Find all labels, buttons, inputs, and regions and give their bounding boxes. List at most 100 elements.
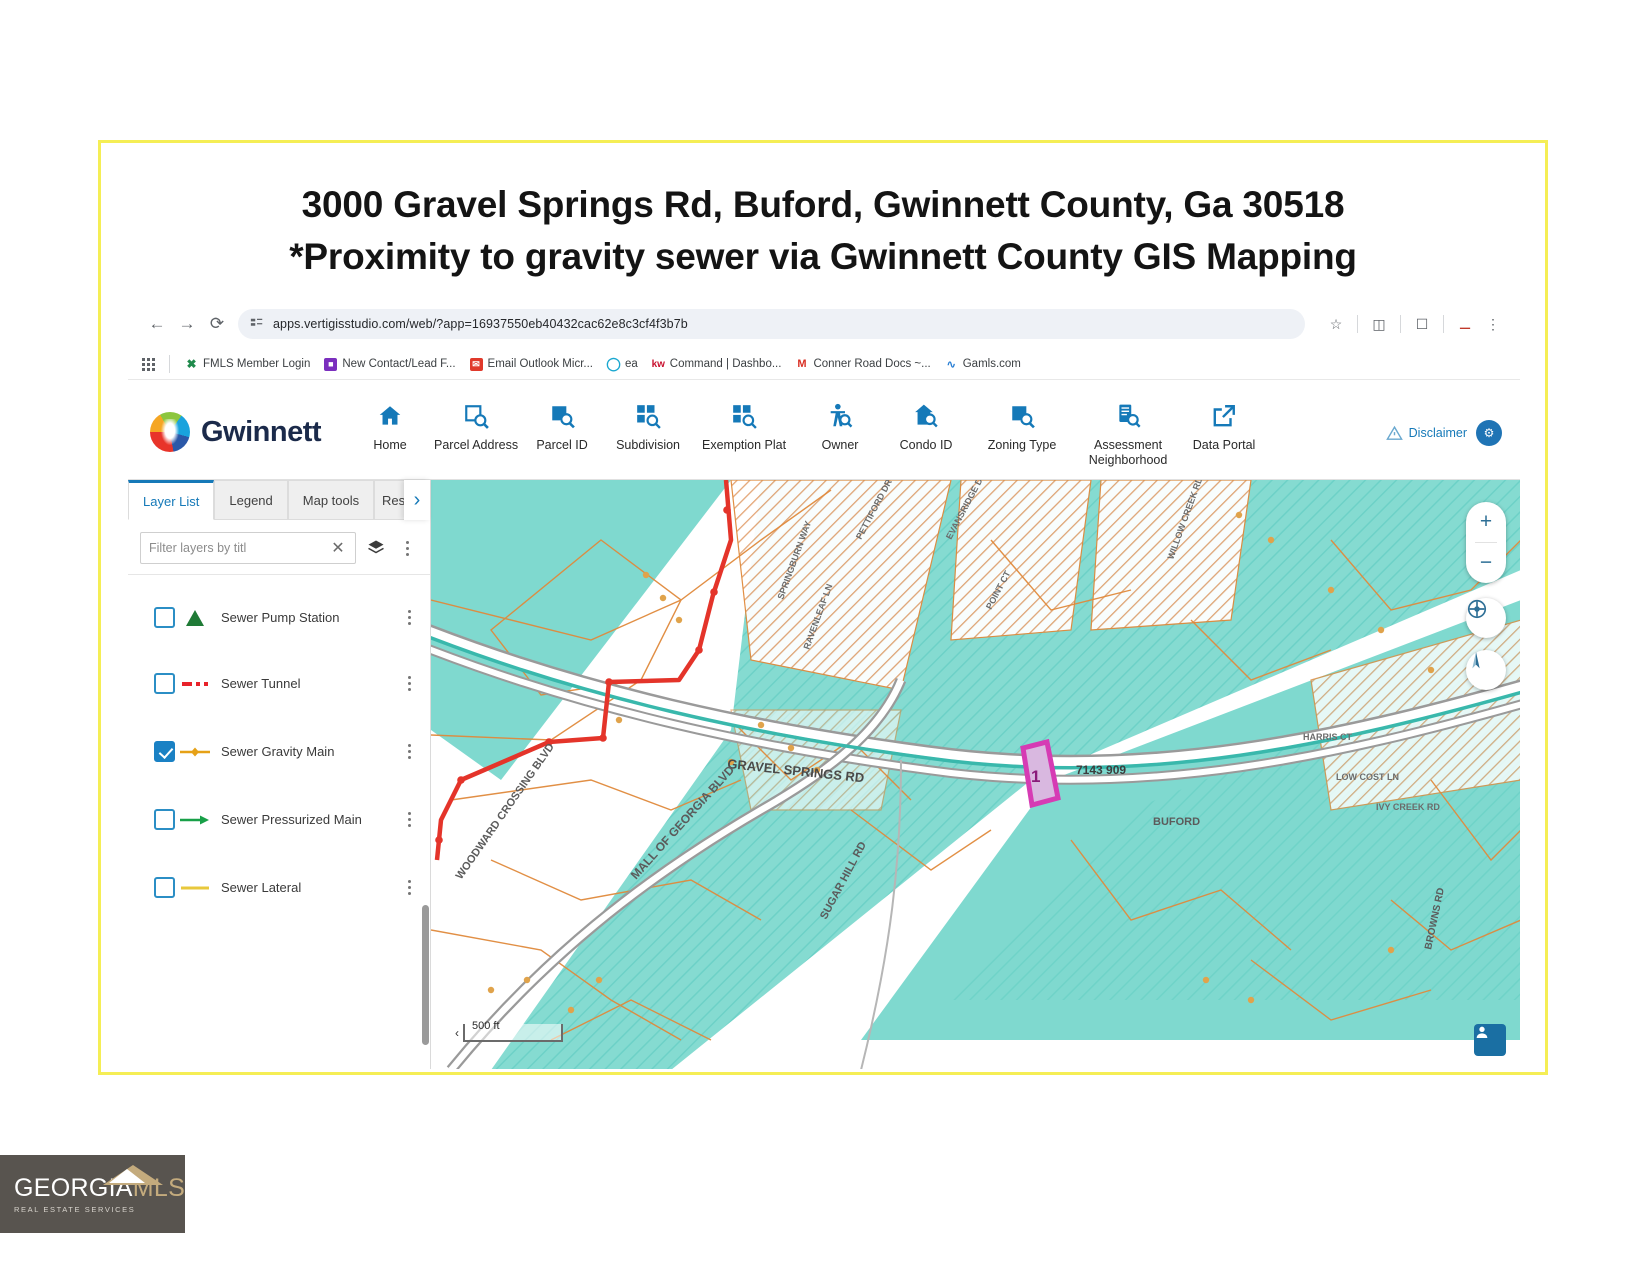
layer-visibility-checkbox[interactable] — [154, 809, 175, 830]
apps-grid-icon[interactable] — [142, 357, 155, 371]
layer-name: Sewer Pump Station — [221, 610, 340, 625]
brand-name: Gwinnett — [201, 415, 322, 448]
tab-layer-list[interactable]: Layer List — [128, 480, 215, 520]
app-header: Gwinnett Home — [128, 379, 1520, 479]
gwinnett-brand[interactable]: Gwinnett — [150, 398, 322, 452]
toolbar-label: Parcel Address — [434, 438, 519, 452]
toolbar-label: Parcel ID — [536, 438, 588, 452]
bookmark-item[interactable]: ∿ Gamls.com — [940, 356, 1026, 373]
clear-x-icon[interactable]: ✕ — [331, 540, 345, 557]
panel-tabs: Layer List Legend Map tools Resu — [128, 480, 430, 520]
layer-row[interactable]: Sewer Pressurized Main — [128, 777, 430, 845]
toolbar-item-exemption-plat[interactable]: Exemption Plat — [691, 398, 797, 453]
three-dot-menu-icon[interactable]: ⋮ — [1486, 315, 1500, 332]
layer-visibility-checkbox[interactable] — [154, 607, 175, 628]
address-bar[interactable]: apps.vertigisstudio.com/web/?app=1693755… — [238, 309, 1305, 339]
toolbar-item-subdivision[interactable]: Subdivision — [605, 398, 691, 453]
back-arrow-icon[interactable]: ← — [148, 314, 166, 333]
bookmark-item[interactable]: M Conner Road Docs ~... — [790, 356, 935, 373]
bookmark-label: Command | Dashbo... — [669, 358, 782, 370]
svg-text:BUFORD: BUFORD — [1153, 816, 1200, 828]
layer-row[interactable]: Sewer Gravity Main — [128, 709, 430, 777]
layer-kebab-menu-icon[interactable] — [398, 676, 420, 691]
layer-name: Sewer Lateral — [221, 880, 302, 895]
tab-legend[interactable]: Legend — [214, 480, 288, 520]
layer-visibility-checkbox[interactable] — [154, 673, 175, 694]
split-screen-icon[interactable]: ◫ — [1372, 315, 1386, 332]
tab-label: Map tools — [302, 492, 360, 508]
toolbar-item-home[interactable]: Home — [347, 398, 433, 453]
gwinnett-logo-icon — [150, 412, 190, 452]
layer-list[interactable]: Sewer Pump Station Sewer Tunnel — [128, 575, 430, 1069]
app-body: Layer List Legend Map tools Resu › Fi — [128, 479, 1520, 1069]
toolbar-item-data-portal[interactable]: Data Portal — [1181, 398, 1267, 453]
my-location-icon[interactable] — [1474, 1024, 1506, 1056]
scale-caret: ‹ — [455, 1026, 459, 1040]
toolbar-label: Zoning Type — [987, 438, 1057, 452]
bookmark-item[interactable]: kw Command | Dashbo... — [647, 356, 787, 373]
layer-name: Sewer Gravity Main — [221, 744, 335, 759]
chevron-right-icon[interactable]: › — [404, 480, 430, 520]
layer-visibility-checkbox[interactable] — [154, 877, 175, 898]
layer-visibility-checkbox[interactable] — [154, 741, 175, 762]
layer-kebab-menu-icon[interactable] — [398, 610, 420, 625]
extension-icon[interactable]: ⚊ — [1458, 315, 1472, 332]
layer-kebab-menu-icon[interactable] — [398, 744, 420, 759]
bookmark-label: New Contact/Lead F... — [342, 358, 456, 370]
zoom-in-button[interactable]: + — [1479, 510, 1493, 533]
toolbar-item-assessment-neighborhood[interactable]: Assessment Neighborhood — [1075, 398, 1181, 468]
app-toolbar: Home Parcel Address — [339, 398, 1386, 468]
bookmark-star-icon[interactable]: ☆ — [1329, 315, 1343, 332]
toolbar-label: Assessment Neighborhood — [1088, 438, 1168, 467]
tab-label: Layer List — [143, 493, 200, 509]
header-right-group: Disclaimer ⚙ — [1385, 398, 1502, 446]
owner-search-icon — [827, 400, 853, 432]
bookmark-item[interactable]: ◯ ea — [602, 356, 643, 373]
map-canvas[interactable]: 1 — [431, 480, 1520, 1069]
scale-label: 500 ft — [472, 1020, 500, 1032]
layer-symbol-pressurized-main — [175, 814, 215, 826]
bookmark-item[interactable]: ✖ FMLS Member Login — [180, 356, 315, 373]
zoom-out-button[interactable]: − — [1479, 551, 1493, 574]
layer-kebab-menu-icon[interactable] — [398, 880, 420, 895]
filter-layers-input[interactable]: Filter layers by titl ✕ — [140, 532, 356, 564]
default-extent-icon[interactable] — [1466, 598, 1506, 638]
panel-scrollbar[interactable] — [422, 905, 429, 1045]
condo-id-search-icon — [913, 400, 939, 432]
layer-symbol-red-tunnel — [175, 678, 215, 690]
bookmark-item[interactable]: ✉ Email Outlook Micr... — [465, 356, 598, 373]
mls-roof-inner-icon — [109, 1169, 145, 1183]
toolbar-item-parcel-id[interactable]: Parcel ID — [519, 398, 605, 453]
forward-arrow-icon[interactable]: → — [178, 314, 196, 333]
toolbar-item-parcel-address[interactable]: Parcel Address — [433, 398, 519, 453]
compass-north-icon[interactable] — [1466, 650, 1506, 690]
layer-symbol-green-triangle — [175, 609, 215, 627]
bookmark-item[interactable]: ■ New Contact/Lead F... — [319, 356, 460, 373]
toolbar-item-owner[interactable]: Owner — [797, 398, 883, 453]
help-badge-icon[interactable]: ⚙ — [1476, 420, 1502, 446]
layer-kebab-menu-icon[interactable] — [398, 812, 420, 827]
layer-row[interactable]: Sewer Tunnel — [128, 643, 430, 709]
url-text: apps.vertigisstudio.com/web/?app=1693755… — [273, 317, 688, 331]
divider — [1475, 542, 1497, 543]
filter-input-value: Filter layers by titl — [149, 541, 247, 555]
toolbar-item-condo-id[interactable]: Condo ID — [883, 398, 969, 453]
parcel-address-search-icon — [463, 400, 489, 432]
site-settings-icon[interactable] — [250, 317, 264, 331]
layer-row[interactable]: Sewer Lateral — [128, 845, 430, 913]
layer-options-icon[interactable] — [364, 536, 388, 560]
layer-row[interactable]: Sewer Pump Station — [128, 575, 430, 643]
toolbar-item-zoning-type[interactable]: Zoning Type — [969, 398, 1075, 453]
profile-icon[interactable]: ☐ — [1415, 315, 1429, 332]
layer-panel: Layer List Legend Map tools Resu › Fi — [128, 480, 431, 1069]
disclaimer-link[interactable]: Disclaimer — [1385, 425, 1467, 442]
zoom-controls[interactable]: + − — [1466, 502, 1506, 583]
disclaimer-label: Disclaimer — [1408, 426, 1467, 440]
svg-text:IVY CREEK RD: IVY CREEK RD — [1376, 802, 1440, 812]
subdivision-search-icon — [635, 400, 661, 432]
reload-icon[interactable]: ⟳ — [209, 314, 225, 333]
home-icon — [377, 400, 403, 432]
panel-kebab-menu-icon[interactable] — [396, 536, 418, 560]
tab-map-tools[interactable]: Map tools — [287, 480, 375, 520]
slide-title: 3000 Gravel Springs Rd, Buford, Gwinnett… — [101, 179, 1545, 283]
